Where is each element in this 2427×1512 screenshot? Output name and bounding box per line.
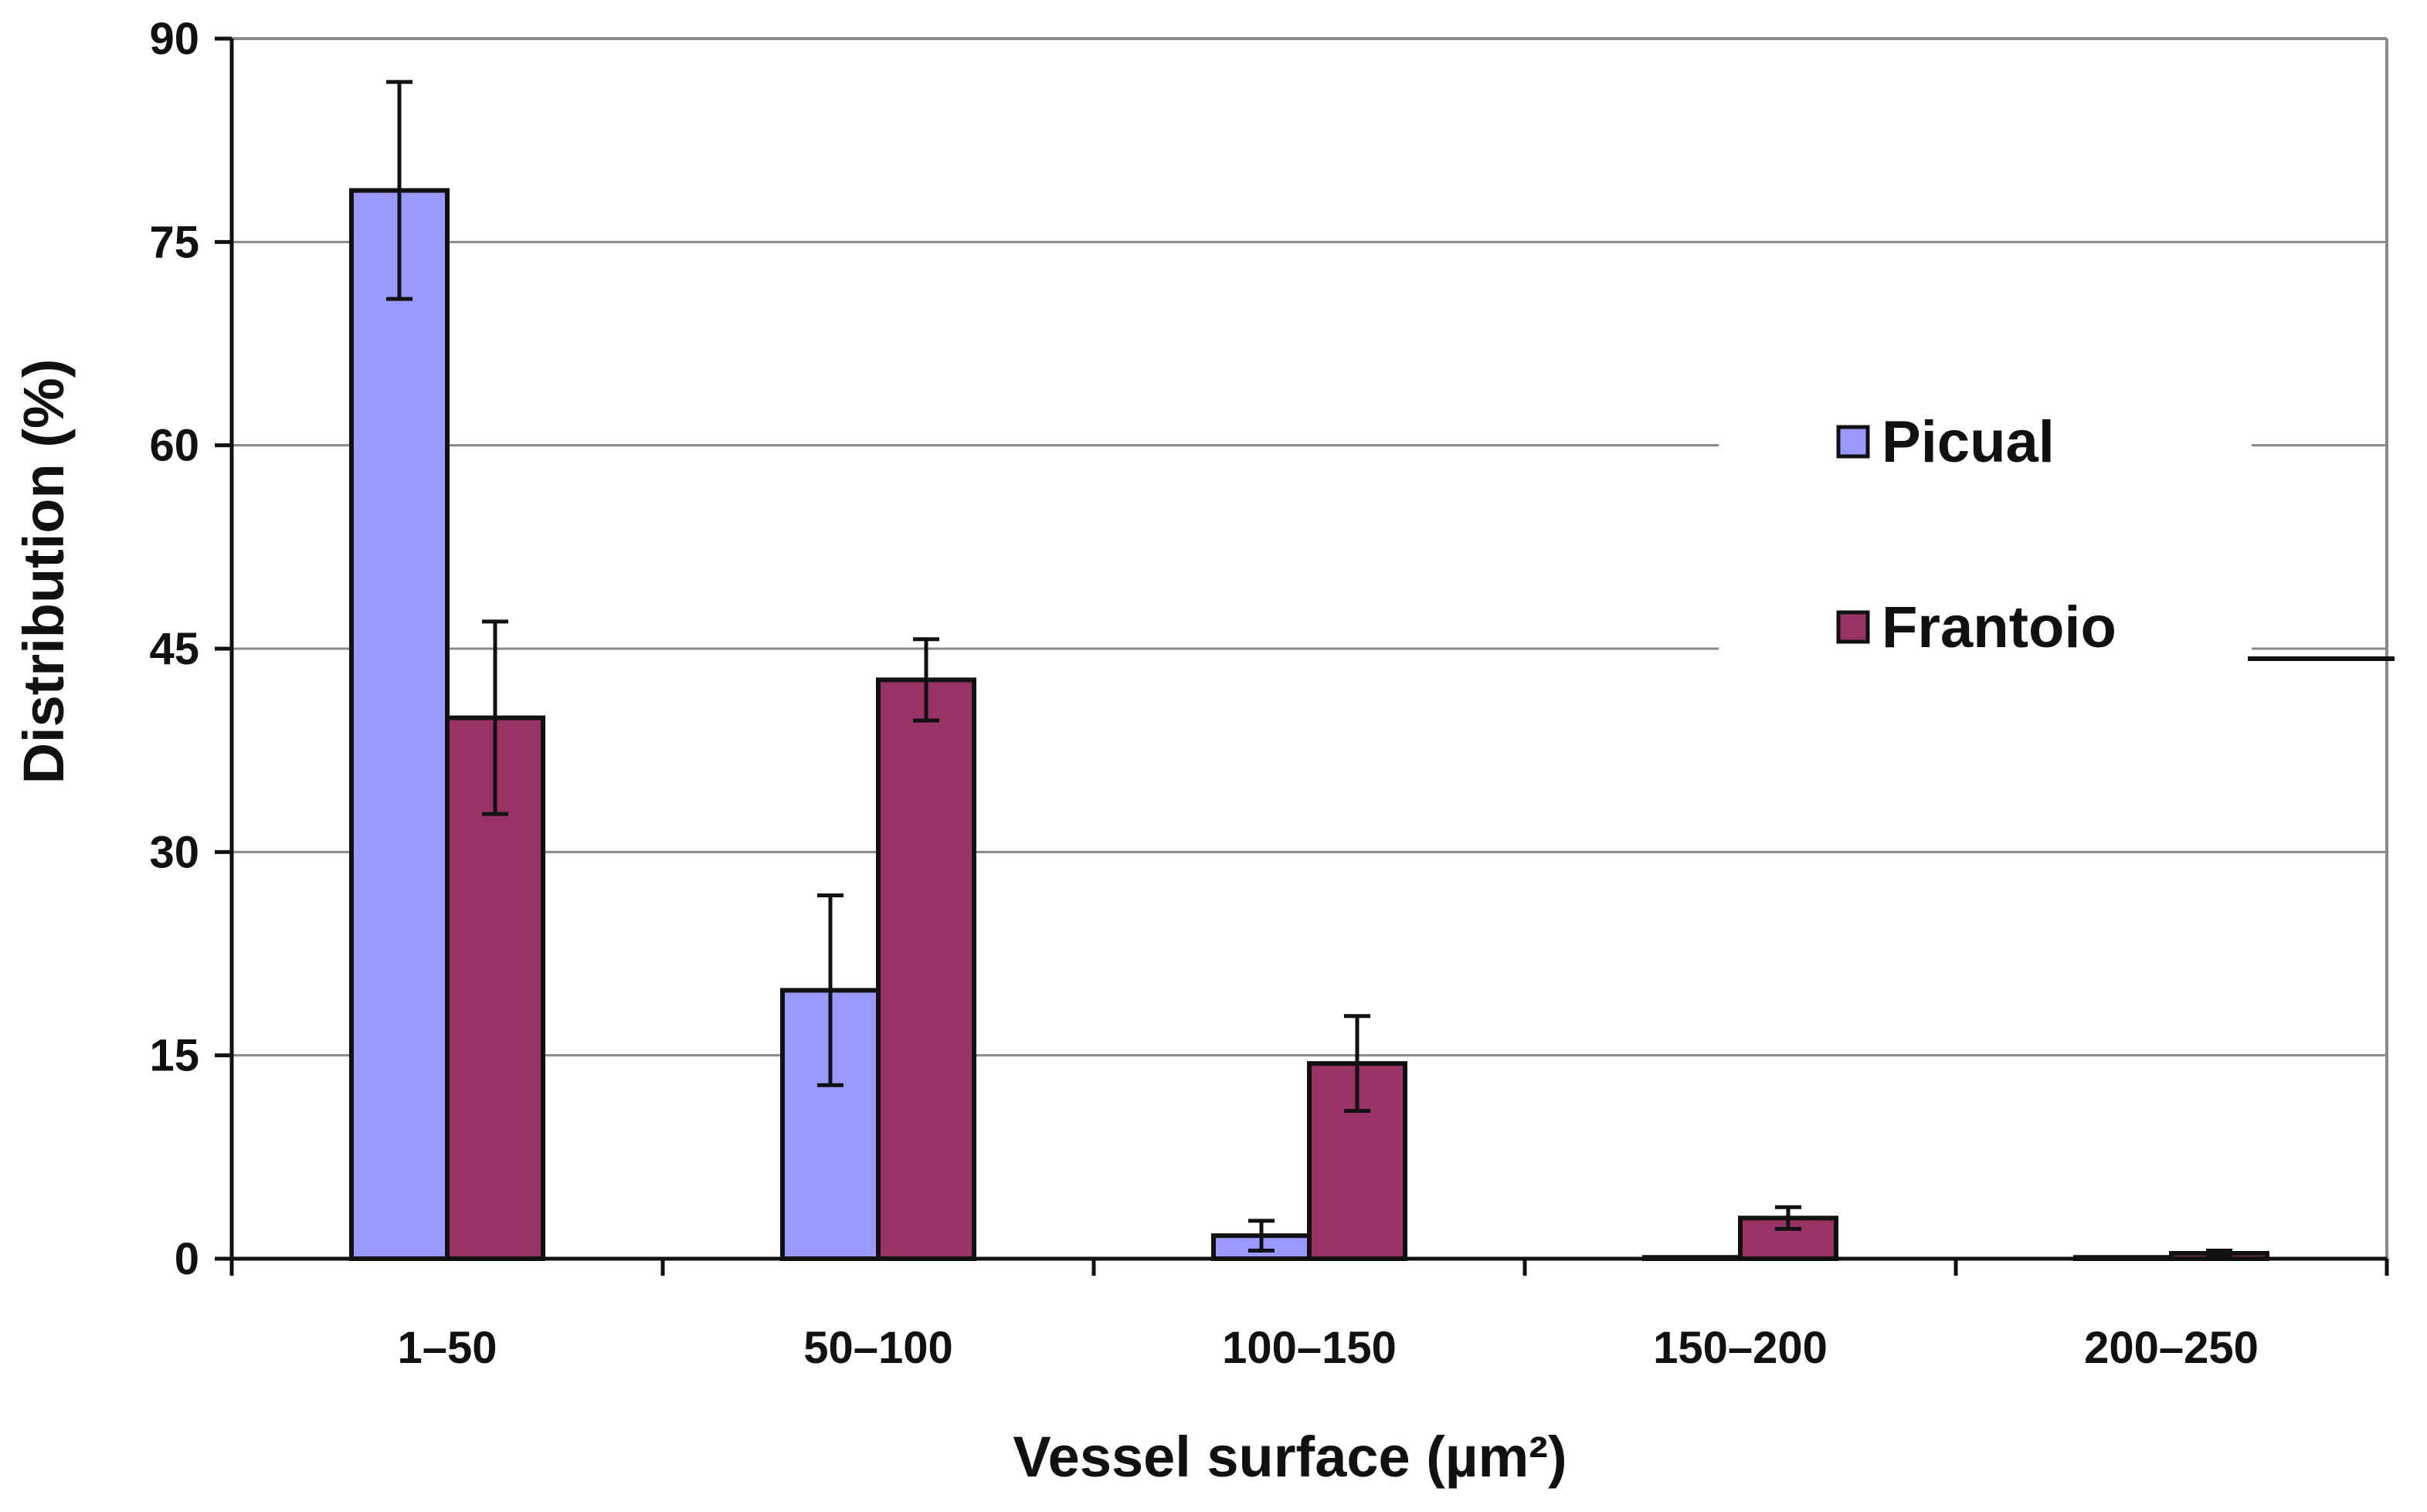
legend-label-picual: Picual	[1882, 409, 2055, 475]
error-bar-frantoio-3	[1775, 1205, 1801, 1231]
legend: Picual Frantoio	[1719, 386, 2252, 664]
error-bar-frantoio-4	[2206, 1248, 2232, 1258]
y-tick-label-0: 0	[175, 1234, 199, 1284]
y-tick-label-4: 60	[149, 421, 199, 471]
y-tick-label-6: 90	[149, 14, 199, 64]
y-axis-title: Distribution (%)	[12, 359, 76, 785]
bar-frantoio-1	[876, 677, 976, 1261]
error-bar-frantoio-0	[482, 619, 508, 816]
error-bars	[386, 80, 2232, 1258]
x-tick-label-2: 100–150	[1222, 1323, 1397, 1373]
axes	[215, 36, 2389, 1276]
y-tick-label-3: 45	[149, 624, 199, 674]
x-tick-label-0: 1–50	[397, 1323, 497, 1373]
error-bar-picual-1	[817, 893, 844, 1087]
error-bar-picual-2	[1248, 1219, 1275, 1253]
legend-background	[1719, 386, 2252, 664]
y-tick-label-2: 30	[149, 827, 199, 877]
x-axis-title: Vessel surface (µm²)	[1013, 1425, 1567, 1489]
legend-swatch-picual	[1836, 425, 1870, 459]
error-bar-frantoio-2	[1344, 1014, 1370, 1114]
x-tick-label-4: 200–250	[2084, 1323, 2259, 1373]
y-tick-label-1: 15	[149, 1031, 199, 1081]
y-tick-label-5: 75	[149, 217, 199, 267]
error-bar-picual-0	[386, 80, 412, 301]
bar-picual-0	[349, 188, 450, 1262]
x-tick-label-1: 50–100	[803, 1323, 953, 1373]
legend-label-frantoio: Frantoio	[1882, 595, 2116, 660]
x-tick-label-3: 150–200	[1653, 1323, 1828, 1373]
error-bar-frantoio-1	[913, 637, 939, 723]
tick-labels: 0 15 30 45 60 75 90 1–50 50–100 100–150 150–200 200…	[149, 14, 2258, 1373]
legend-swatch-frantoio	[1836, 610, 1870, 644]
